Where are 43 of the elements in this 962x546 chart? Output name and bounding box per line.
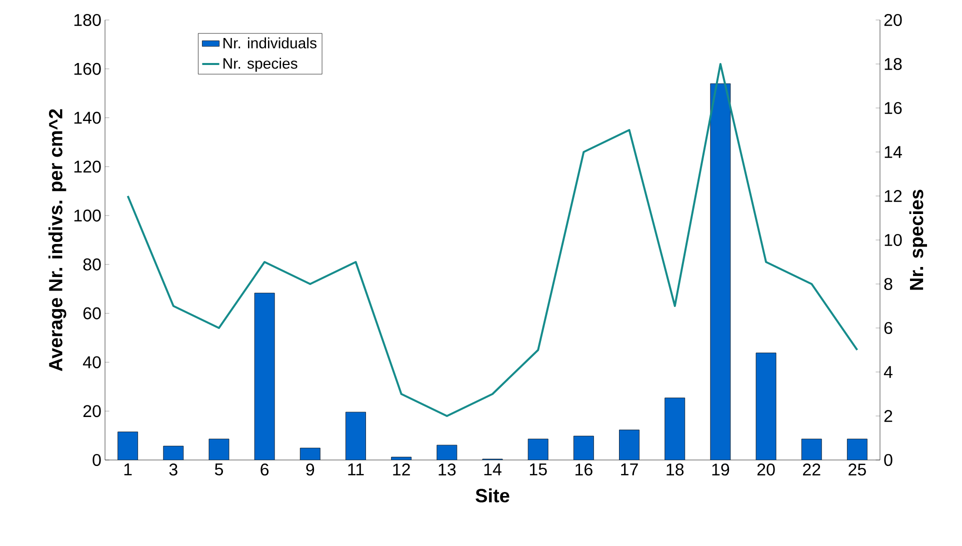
y2-tick-label: 20	[884, 14, 902, 26]
x-tick-label: 25	[848, 464, 866, 476]
x-tick-label: 9	[306, 464, 314, 476]
y-tick-label: 120	[74, 160, 101, 173]
x-axis-title: Site	[476, 488, 510, 502]
y-tick-label: 60	[83, 307, 101, 320]
x-tick-label: 3	[169, 464, 178, 476]
y2-tick-label: 14	[884, 146, 902, 158]
x-tick-label: 20	[757, 464, 775, 476]
y-tick-label: 20	[83, 405, 101, 418]
x-tick-label: 15	[530, 464, 547, 476]
y2-tick-label: 8	[884, 278, 892, 290]
y2-axis-title: Nr. species	[909, 190, 928, 290]
y-tick-label: 140	[74, 112, 101, 124]
x-tick-label: 5	[214, 464, 223, 476]
y-axis-title: Average Nr. indivs. per cm^2	[48, 109, 66, 372]
x-tick-label: 22	[803, 464, 820, 476]
x-tick-label: 1	[124, 464, 132, 476]
y-tick-label: 160	[74, 62, 101, 75]
y2-tick-label: 16	[884, 102, 902, 114]
y2-tick-label: 6	[884, 322, 892, 334]
y-tick-label: 180	[74, 14, 101, 26]
x-tick-label: 16	[576, 464, 592, 476]
x-tick-label: 19	[712, 464, 730, 476]
x-tick-label: 18	[666, 464, 684, 476]
y-tick-label: 100	[74, 210, 101, 222]
y2-tick-label: 12	[884, 190, 902, 202]
y-tick-label: 80	[83, 258, 101, 270]
y2-tick-label: 4	[884, 366, 892, 378]
x-tick-label: 12	[393, 464, 410, 476]
y2-tick-label: 0	[884, 454, 892, 466]
x-tick-label: 13	[438, 464, 456, 476]
legend-label: Nr. species	[224, 58, 298, 72]
x-tick-label: 11	[348, 464, 364, 476]
x-tick-label: 6	[260, 464, 269, 476]
y2-tick-label: 18	[884, 58, 902, 70]
legend-label: Nr. individuals	[224, 37, 316, 48]
x-tick-label: 17	[621, 464, 638, 476]
y-tick-label: 40	[82, 356, 101, 368]
x-tick-label: 14	[484, 464, 502, 476]
y2-tick-label: 2	[884, 410, 892, 422]
y-tick-label: 0	[92, 454, 101, 466]
y2-tick-label: 10	[884, 234, 902, 246]
